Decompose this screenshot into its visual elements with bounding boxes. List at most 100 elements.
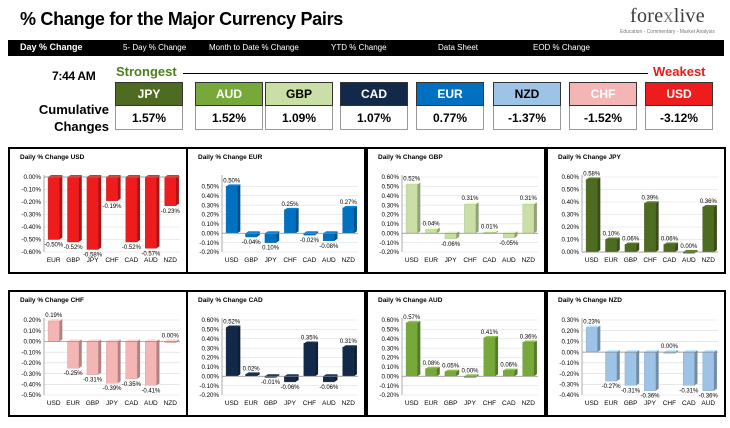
data-label: 0.02%	[243, 366, 261, 372]
currency-box-jpy: JPY 1.57%	[115, 82, 183, 130]
y-tick-label: 0.50%	[201, 327, 219, 334]
y-tick-label: 0.20%	[561, 224, 579, 231]
chart-eur: 0.50% 0.40% 0.30% 0.20% 0.10% 0.00% -0.10% -0.2…	[199, 175, 358, 264]
currency-box-aud: AUD 1.52%	[195, 82, 263, 130]
data-label: -0.52%	[122, 245, 142, 251]
data-label: -0.06%	[441, 242, 461, 248]
bar-side	[713, 350, 717, 391]
bar-top	[644, 201, 659, 204]
currency-code: CHF	[569, 82, 637, 106]
data-label: 0.39%	[641, 195, 659, 201]
currency-cumulative-value: -3.12%	[645, 106, 713, 130]
bar-side	[636, 242, 640, 252]
y-tick-label: -0.50%	[21, 392, 41, 399]
data-label: 0.10%	[603, 232, 621, 238]
strongest-label: Strongest	[116, 64, 177, 79]
bar	[644, 203, 656, 253]
bar-top	[483, 230, 499, 233]
nav-5day-change[interactable]: 5- Day % Change	[123, 43, 187, 52]
x-tick-label: EUR	[66, 400, 80, 407]
y-tick-label: -0.40%	[21, 224, 41, 231]
bar-top	[245, 231, 260, 234]
bar-top	[406, 320, 421, 323]
x-tick-label: CHF	[463, 257, 476, 264]
bar-top	[106, 339, 121, 342]
chart-title: Daily % Change JPY	[558, 154, 621, 161]
data-label: 0.58%	[583, 172, 601, 178]
logo-wordmark: forexlive	[630, 5, 705, 27]
bar-top	[425, 227, 440, 230]
bar	[47, 320, 60, 342]
bar	[624, 244, 637, 253]
bar	[86, 341, 99, 375]
bar	[303, 343, 316, 377]
y-tick-label: 0.00%	[561, 349, 579, 356]
y-tick-label: 0.20%	[23, 317, 41, 324]
bar-top	[663, 350, 679, 353]
bar-top	[522, 202, 537, 205]
y-tick-label: 0.40%	[381, 336, 399, 343]
bar-side	[495, 230, 499, 234]
y-tick-label: 0.40%	[201, 336, 219, 343]
bar	[67, 341, 79, 369]
y-tick-label: 0.60%	[201, 317, 219, 324]
nav-month-to-date[interactable]: Month to Date % Change	[209, 43, 299, 52]
currency-code: EUR	[416, 82, 484, 106]
data-label: -0.35%	[122, 382, 142, 388]
nav-ytd-change[interactable]: YTD % Change	[331, 43, 387, 52]
bar	[585, 179, 598, 253]
bar-top	[303, 341, 319, 344]
bar-side	[59, 175, 63, 240]
y-tick-label: -0.10%	[21, 349, 41, 356]
nav-day-change[interactable]: Day % Change	[20, 42, 83, 52]
y-tick-label: 0.20%	[561, 328, 579, 335]
x-tick-label: EUR	[424, 257, 438, 264]
bar-side	[334, 231, 338, 241]
chart-title: Daily % Change EUR	[198, 154, 263, 161]
bar-side	[237, 184, 241, 234]
bar-side	[417, 320, 421, 377]
data-label: -0.31%	[83, 378, 103, 384]
data-label: -0.50%	[44, 243, 64, 249]
y-tick-label: 0.50%	[561, 187, 579, 194]
bar-side	[456, 369, 460, 377]
x-tick-label: EUR	[424, 400, 438, 407]
bar	[683, 351, 695, 386]
weakest-label: Weakest	[653, 64, 706, 79]
x-tick-label: USD	[405, 257, 419, 264]
y-tick-label: 0.00%	[201, 230, 219, 237]
currency-cumulative-value: 1.57%	[115, 106, 183, 130]
y-tick-label: -0.30%	[21, 212, 41, 219]
forexlive-logo[interactable]: forexlive Education - Commentary - Marke…	[600, 3, 726, 39]
data-label: -0.19%	[102, 204, 122, 210]
currency-cumulative-value: 1.07%	[340, 106, 408, 130]
bar-side	[276, 374, 280, 378]
x-tick-label: AUD	[144, 257, 158, 264]
data-label: 0.35%	[301, 335, 319, 341]
chart-panel-jpy: Daily % Change JPY 0.60% 0.50% 0.40% 0.30% 0.…	[546, 147, 726, 274]
y-tick-label: 0.30%	[561, 212, 579, 219]
bar-top	[683, 350, 698, 353]
y-tick-label: 0.00%	[201, 373, 219, 380]
bar-top	[125, 175, 141, 177]
bar	[503, 370, 515, 377]
bar	[702, 206, 715, 253]
bar-top	[323, 374, 338, 377]
data-label: 0.00%	[162, 333, 180, 339]
data-label: 0.19%	[45, 313, 63, 319]
bar-side	[156, 339, 160, 386]
bar-top	[503, 368, 518, 371]
bar	[342, 346, 355, 377]
y-tick-label: 0.10%	[381, 221, 399, 228]
bar-side	[276, 231, 280, 243]
nav-eod-change[interactable]: EOD % Change	[533, 43, 590, 52]
x-tick-label: GBP	[66, 257, 80, 264]
nav-data-sheet[interactable]: Data Sheet	[438, 43, 479, 52]
data-label: 0.50%	[223, 178, 241, 184]
data-label: 0.52%	[223, 320, 241, 326]
bar	[464, 203, 476, 234]
currency-box-cad: CAD 1.07%	[340, 82, 408, 130]
currency-cumulative-value: 0.77%	[416, 106, 484, 130]
x-tick-label: CAD	[303, 257, 317, 264]
y-tick-label: -0.20%	[379, 392, 399, 399]
